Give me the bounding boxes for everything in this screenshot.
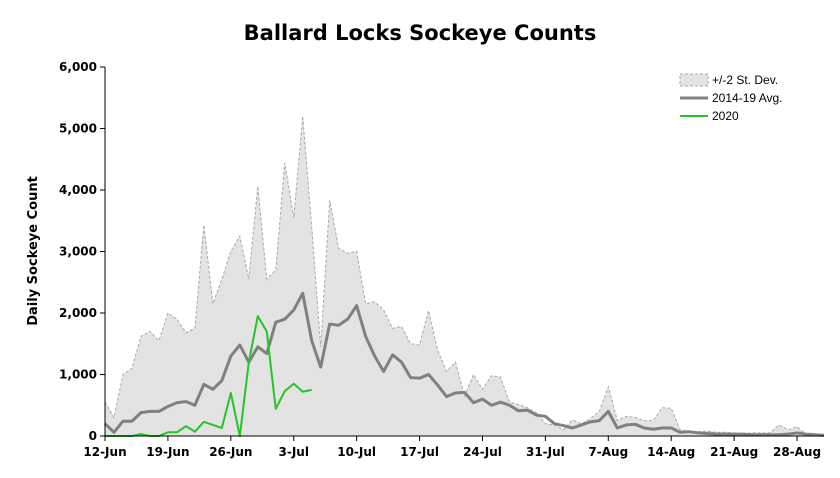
x-tick-label: 24-Jul: [463, 445, 502, 459]
y-tick-label: 0: [89, 429, 97, 443]
x-tick-label: 17-Jul: [400, 445, 439, 459]
series-line-2: [105, 315, 312, 437]
y-tick-label: 2,000: [59, 306, 97, 320]
x-tick-label: 28-Aug: [773, 445, 821, 459]
y-tick-label: 5,000: [59, 122, 97, 136]
x-tick-label: 10-Jul: [337, 445, 376, 459]
plot-area: [103, 116, 825, 437]
y-tick-label: 1,000: [59, 368, 97, 382]
x-tick-label: 14-Aug: [647, 445, 695, 459]
y-tick-label: 3,000: [59, 245, 97, 259]
x-tick-label: 3-Jul: [279, 445, 309, 459]
legend-entry-label: 2020: [712, 109, 739, 123]
chart-title: Ballard Locks Sockeye Counts: [244, 21, 597, 45]
y-axis-label: Daily Sockeye Count: [26, 176, 41, 326]
x-tick-label: 7-Aug: [588, 445, 628, 459]
series-band-upper-edge: [104, 116, 824, 436]
x-tick-label: 19-Jun: [146, 445, 189, 459]
x-tick-label: 31-Jul: [526, 445, 565, 459]
series-band-area: [105, 116, 824, 436]
legend-entry-label: 2014-19 Avg.: [712, 91, 783, 105]
legend: +/-2 St. Dev. 2014-19 Avg. 2020: [679, 73, 783, 123]
x-tick-label: 26-Jun: [209, 445, 252, 459]
x-tick-label: 12-Jun: [83, 445, 126, 459]
y-tick-label: 4,000: [59, 183, 97, 197]
legend-entry-label: +/-2 St. Dev.: [712, 73, 778, 87]
y-tick-label: 6,000: [59, 60, 97, 74]
legend-swatch-band: [679, 73, 709, 87]
axes: 0 1,000 2,000 3,000 4,000 5,000 6,000 12-Jun 19-…: [59, 60, 824, 459]
x-tick-label: 21-Aug: [710, 445, 758, 459]
series-line-1: [103, 291, 825, 437]
